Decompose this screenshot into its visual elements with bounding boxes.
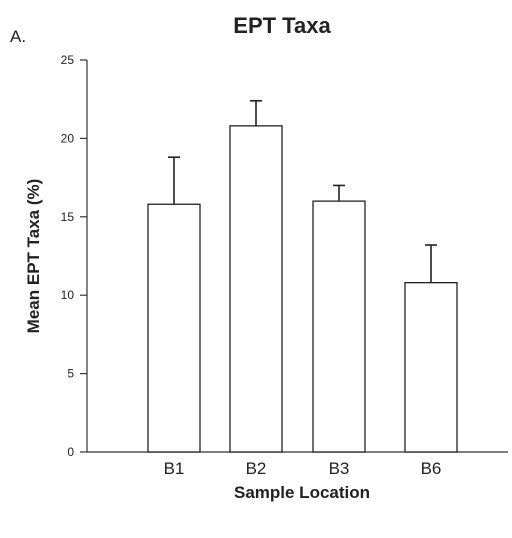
x-tick-label-B2: B2 [246,459,267,478]
y-tick-label-20: 20 [61,131,75,145]
y-ticks: 0 5 10 15 20 25 [61,53,87,459]
x-tick-label-B3: B3 [329,459,350,478]
bar-B2 [229,125,283,453]
x-axis-label: Sample Location [234,483,370,502]
y-tick-label-0: 0 [67,445,74,459]
y-tick-label-5: 5 [67,367,74,381]
y-axis-label: Mean EPT Taxa (%) [24,179,43,334]
x-tick-labels: B1 B2 B3 B6 [164,459,442,478]
bars [147,125,458,453]
x-tick-label-B1: B1 [164,459,185,478]
panel-label: A. [10,27,26,46]
y-tick-label-10: 10 [61,288,75,302]
y-tick-label-25: 25 [61,53,75,67]
x-tick-label-B6: B6 [421,459,442,478]
error-bars [168,99,437,283]
chart-title: EPT Taxa [233,13,331,38]
bar-B1 [147,203,201,453]
y-tick-label-15: 15 [61,210,75,224]
bar-B3 [312,200,366,453]
bar-B6 [404,282,458,453]
